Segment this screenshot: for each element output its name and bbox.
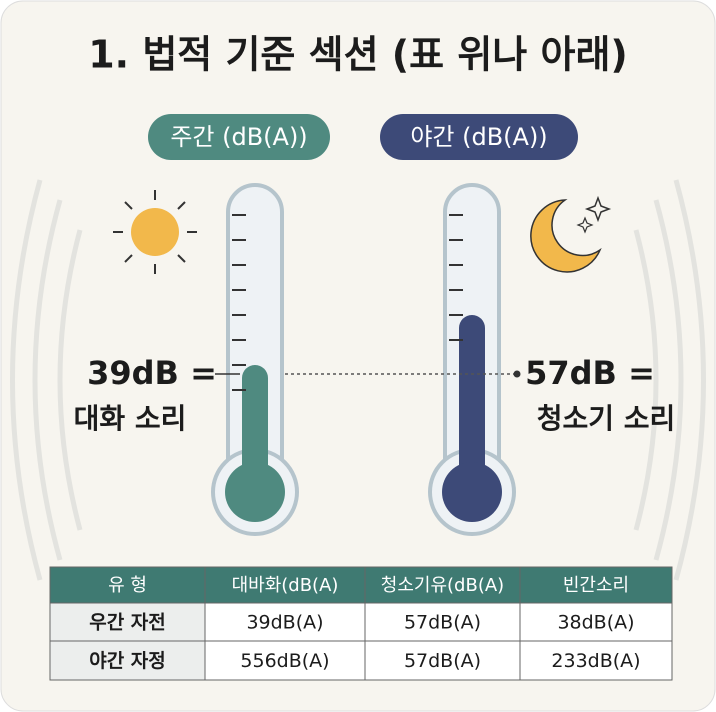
night-pill xyxy=(380,114,578,160)
day-reading: 39dB = xyxy=(87,354,217,392)
cell-text: 57dB(A) xyxy=(404,650,481,672)
cell xyxy=(49,602,206,642)
header-cell xyxy=(364,566,521,604)
cell xyxy=(49,640,206,681)
cell xyxy=(204,602,366,642)
day-label: 주간 (dB(A)) xyxy=(170,123,307,151)
night-label: 야간 (dB(A)) xyxy=(410,123,547,151)
day-pill xyxy=(148,114,330,160)
day-thermometer xyxy=(211,183,299,536)
title: 1. 법적 기준 섹션 (표 위나 아래) xyxy=(88,33,628,77)
cell xyxy=(519,640,673,681)
sound-waves xyxy=(10,179,706,581)
night-description: 청소기 소리 xyxy=(537,402,676,435)
cell-text: 우간 자전 xyxy=(89,612,166,634)
cell xyxy=(364,640,521,681)
sun xyxy=(113,190,197,274)
cell-text: 38dB(A) xyxy=(557,612,634,634)
cell-text: 556dB(A) xyxy=(240,650,329,672)
cell-text: 39dB(A) xyxy=(246,612,323,634)
header-text: 대바화(dB(A) xyxy=(232,575,339,596)
cell xyxy=(364,602,521,642)
day-description: 대화 소리 xyxy=(74,402,187,435)
cell xyxy=(519,602,673,642)
header-text: 청소기유(dB(A) xyxy=(381,575,504,596)
header-cell xyxy=(519,566,673,604)
header-text: 유 형 xyxy=(108,575,147,596)
moon xyxy=(530,195,612,273)
night-thermometer xyxy=(428,183,516,536)
cell-text: 57dB(A) xyxy=(404,612,481,634)
cell-text: 야간 자정 xyxy=(89,650,166,672)
night-reading: 57dB = xyxy=(525,354,655,392)
header-text: 빈간소리 xyxy=(563,575,629,596)
cell-text: 233dB(A) xyxy=(551,650,640,672)
pointer-dot xyxy=(513,370,521,378)
header-cell xyxy=(204,566,366,604)
